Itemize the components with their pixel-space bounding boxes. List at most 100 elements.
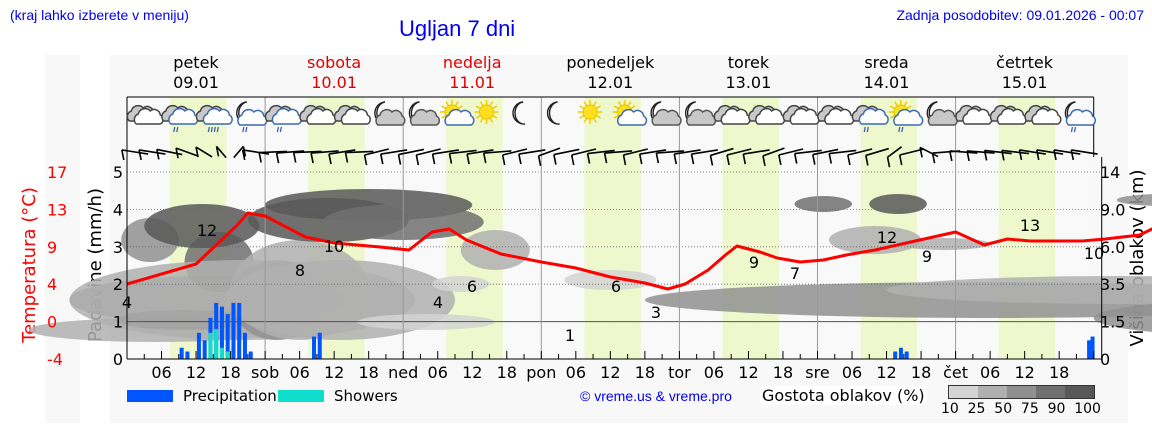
wind-barb-icon bbox=[121, 149, 149, 161]
temperature-label: 1 bbox=[565, 326, 575, 345]
hour-tick-label: 18 bbox=[220, 363, 240, 382]
last-update: Zadnja posodobitev: 09.01.2026 - 00:07 bbox=[896, 7, 1144, 23]
location-menu-hint: (kraj lahko izberete v meniju) bbox=[10, 7, 189, 23]
wind-barb-icon bbox=[448, 149, 477, 164]
precipitation-bar bbox=[219, 306, 224, 359]
density-tick: 10 bbox=[941, 401, 959, 417]
precip-tick: 2 bbox=[113, 275, 123, 294]
page-title: Ugljan 7 dni bbox=[399, 16, 516, 41]
temp-axis-panel bbox=[45, 55, 80, 423]
wind-barb-icon bbox=[258, 150, 288, 163]
moon-icon bbox=[546, 101, 560, 125]
daylight-band bbox=[722, 97, 779, 359]
hour-tick-label: 18 bbox=[1049, 363, 1069, 382]
day-abbr-label: ned bbox=[388, 363, 418, 382]
cloud-density-area bbox=[869, 194, 927, 214]
day-header-6: četrtek 15.01 bbox=[956, 53, 1094, 93]
wind-barb-icon bbox=[793, 149, 822, 164]
wind-barb-icon bbox=[655, 150, 684, 164]
legend-precipitation: Precipitation bbox=[127, 387, 277, 405]
wind-barb-icon bbox=[778, 148, 804, 166]
hour-tick-label: 18 bbox=[358, 363, 378, 382]
wind-barb-icon bbox=[570, 148, 597, 166]
temperature-label: 6 bbox=[611, 277, 621, 296]
cloud-height-tick: 0 bbox=[1100, 350, 1110, 369]
hour-tick-label: 12 bbox=[186, 363, 206, 382]
night-cloud-rain-icon bbox=[1064, 101, 1096, 133]
day-abbr-label: pon bbox=[526, 363, 556, 382]
night-cloud-icon bbox=[408, 101, 440, 126]
precipitation-bar bbox=[317, 332, 322, 359]
shower-bar bbox=[214, 329, 219, 359]
cloud-height-tick: 6.0 bbox=[1100, 238, 1125, 257]
density-swatch-1 bbox=[978, 386, 1007, 398]
day-name: sreda bbox=[864, 53, 909, 72]
temperature-label: 10 bbox=[1084, 244, 1104, 263]
precip-tick: 1 bbox=[113, 313, 123, 332]
temp-axis-title: Temperatura (°C) bbox=[19, 187, 40, 344]
sun-icon bbox=[578, 100, 603, 124]
day-header-0: petek 09.01 bbox=[127, 53, 265, 93]
hour-tick-label: 18 bbox=[911, 363, 931, 382]
day-header-2: nedelja 11.01 bbox=[403, 53, 541, 93]
precipitation-bar bbox=[185, 351, 190, 359]
day-date: 15.01 bbox=[1001, 73, 1048, 92]
wind-barb-icon bbox=[241, 149, 270, 161]
hour-tick-label: 06 bbox=[289, 363, 309, 382]
wind-barb-icon bbox=[865, 147, 889, 166]
cloudy-icon bbox=[333, 104, 371, 125]
density-swatch-2 bbox=[1007, 386, 1036, 398]
density-swatch-3 bbox=[1036, 386, 1065, 398]
wind-barb-icon bbox=[233, 145, 247, 159]
cloudy-icon bbox=[955, 104, 993, 125]
precipitation-label: Precipitation bbox=[183, 387, 277, 405]
shower-bar bbox=[219, 347, 224, 359]
hour-tick-label: 06 bbox=[151, 363, 171, 382]
wind-barb-icon bbox=[344, 150, 374, 163]
showers-label: Showers bbox=[334, 387, 398, 405]
wind-barb-icon bbox=[690, 149, 718, 165]
wind-barb-icon bbox=[726, 148, 752, 166]
wind-barb-icon bbox=[537, 147, 561, 167]
wind-barb-icon bbox=[518, 149, 546, 165]
precip-tick: 3 bbox=[113, 238, 123, 257]
showers-swatch bbox=[278, 390, 324, 402]
wind-barb-icon bbox=[328, 149, 356, 165]
day-abbr-label: sob bbox=[251, 363, 279, 382]
sun-cloud-icon bbox=[439, 100, 475, 126]
wind-barb-icon bbox=[919, 146, 939, 158]
wind-barb-icon bbox=[553, 148, 580, 165]
day-abbr-label: tor bbox=[668, 363, 691, 382]
precip-tick: 4 bbox=[113, 200, 123, 219]
precipitation-bar bbox=[904, 351, 909, 359]
day-name: četrtek bbox=[996, 53, 1054, 72]
density-tick: 75 bbox=[1020, 401, 1039, 417]
day-header-3: ponedeljek 12.01 bbox=[541, 53, 679, 93]
wind-barb-icon bbox=[983, 149, 1012, 161]
wind-barb-icon bbox=[397, 148, 425, 165]
wind-barb-icon bbox=[138, 149, 166, 161]
wind-barb-icon bbox=[742, 149, 770, 165]
day-date: 13.01 bbox=[725, 73, 772, 92]
temperature-label: 7 bbox=[790, 264, 800, 283]
moon-icon bbox=[512, 101, 526, 125]
day-name: nedelja bbox=[442, 53, 502, 72]
precipitation-bar bbox=[1090, 336, 1095, 359]
hour-tick-label: 06 bbox=[704, 363, 724, 382]
hour-tick-label: 12 bbox=[324, 363, 344, 382]
day-date: 11.01 bbox=[449, 73, 496, 92]
temperature-label: 9 bbox=[922, 247, 932, 266]
wind-barb-icon bbox=[812, 148, 839, 165]
precipitation-bar bbox=[202, 340, 207, 359]
precipitation-bar bbox=[893, 351, 898, 359]
wind-barb-icon bbox=[431, 149, 460, 165]
precipitation-bar bbox=[237, 302, 242, 359]
cloudy-icon bbox=[782, 104, 820, 125]
temperature-label: 12 bbox=[877, 228, 897, 247]
temperature-line bbox=[126, 211, 1152, 291]
precipitation-bar bbox=[1087, 340, 1092, 359]
hour-tick-label: 18 bbox=[497, 363, 517, 382]
wind-barb-icon bbox=[1018, 149, 1046, 161]
temperature-label: 13 bbox=[1020, 216, 1040, 235]
copyright-link[interactable]: © vreme.us & vreme.pro bbox=[580, 388, 732, 404]
